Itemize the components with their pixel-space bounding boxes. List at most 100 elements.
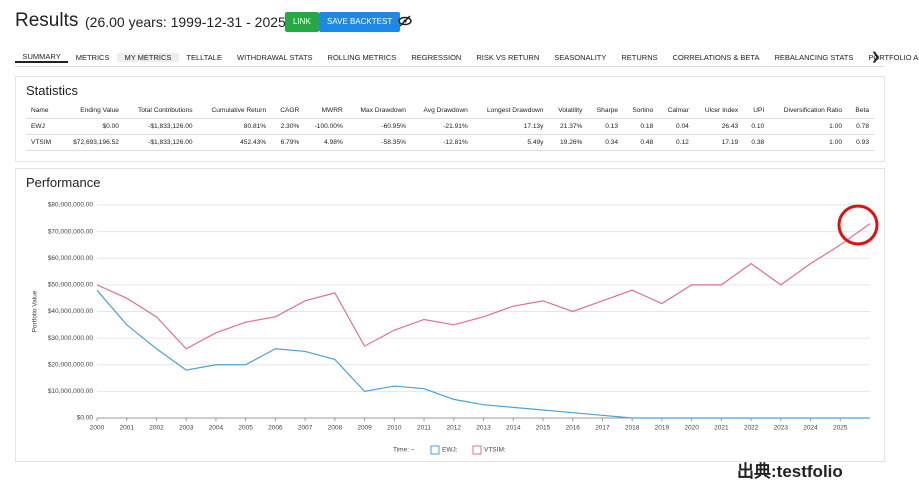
- column-header: Ending Value: [60, 103, 124, 119]
- tab[interactable]: METRICS: [75, 52, 110, 62]
- x-tick-label: 2024: [803, 425, 818, 432]
- performance-card: Performance: [15, 168, 885, 462]
- column-header: UPI: [743, 103, 770, 119]
- watermark: 出典:testfolio: [737, 462, 843, 481]
- cell: 452.43%: [197, 134, 272, 151]
- cell: 19.26%: [548, 134, 588, 151]
- y-tick-label: $30,000,000.00: [48, 335, 94, 342]
- row: VTSIM $72,693,196.52 -$1,833,126.00 452.43%…: [26, 134, 874, 151]
- cell: -$1,833,126.00: [123, 118, 198, 135]
- x-tick-label: 2014: [506, 425, 521, 432]
- column-header: Sortino: [623, 103, 659, 119]
- column-header: MWRR: [304, 103, 348, 119]
- x-tick-label: 2020: [684, 425, 699, 432]
- tab[interactable]: REBALANCING STATS: [774, 52, 854, 62]
- title: Results: [15, 10, 79, 31]
- x-tick-label: 2025: [833, 425, 848, 432]
- cell: -58.35%: [347, 134, 411, 151]
- tab[interactable]: TELLTALE: [186, 52, 222, 62]
- legend-label: EWJ:: [442, 447, 458, 454]
- x-tick-label: 2019: [655, 425, 670, 432]
- cell: -21.91%: [410, 118, 473, 135]
- y-tick-label: $10,000,000.00: [48, 388, 94, 395]
- cell: 6.79%: [271, 134, 305, 151]
- legend-label: VTSIM:: [484, 447, 506, 454]
- x-tick-label: 2003: [179, 425, 194, 432]
- tab[interactable]: RISK VS RETURN: [476, 52, 540, 62]
- cell: 0.78: [847, 118, 874, 135]
- legend-swatch: [430, 445, 440, 455]
- cell: 1.00: [769, 134, 847, 151]
- x-tick-label: 2010: [387, 425, 402, 432]
- series-line: [96, 223, 871, 350]
- cell: -100.00%: [304, 118, 348, 135]
- x-tick-label: 2016: [565, 425, 580, 432]
- tab-scroll[interactable]: ❯: [871, 51, 881, 63]
- cell: 17.13y: [472, 118, 549, 135]
- x-tick-label: 2008: [328, 425, 343, 432]
- cell: -$1,833,126.00: [123, 134, 198, 151]
- tab[interactable]: RETURNS: [621, 52, 658, 62]
- cell: 21.37%: [548, 118, 588, 135]
- cell: -12.81%: [410, 134, 473, 151]
- y-axis-label: Portfolio Value: [32, 290, 39, 332]
- y-tick-label: $0.00: [77, 415, 94, 422]
- subtitle: (26.00 years: 1999-12-31 - 2025-12-31): [85, 14, 331, 30]
- x-tick-label: 2000: [90, 425, 105, 432]
- tab[interactable]: MY METRICS: [116, 52, 179, 62]
- tab-bar: SUMMARY METRICS MY METRICS TELLTALE WITHDRAW…: [15, 48, 919, 67]
- legend-title: Time: −: [393, 447, 415, 454]
- column-header: Calmar: [658, 103, 694, 119]
- column-header: Cumulative Return: [197, 103, 272, 119]
- tab[interactable]: SUMMARY: [15, 52, 69, 63]
- y-tick-label: $50,000,000.00: [48, 282, 94, 289]
- tab[interactable]: ROLLING METRICS: [327, 52, 397, 62]
- legend-swatch: [472, 445, 482, 455]
- x-tick-label: 2022: [744, 425, 759, 432]
- column-header: Max Drawdown: [347, 103, 411, 119]
- tab[interactable]: REGRESSION: [411, 52, 462, 62]
- x-tick-label: 2009: [357, 425, 372, 432]
- cell: 0.93: [847, 134, 874, 151]
- cell: 0.18: [623, 118, 659, 135]
- cell: $0.00: [60, 118, 124, 135]
- y-tick-label: $20,000,000.00: [48, 361, 94, 368]
- column-header: Volatility: [548, 103, 588, 119]
- cell: 2.30%: [271, 118, 305, 135]
- x-tick-label: 2023: [774, 425, 789, 432]
- highlight-circle: [837, 204, 879, 246]
- tab[interactable]: CORRELATIONS & BETA: [672, 52, 760, 62]
- cell: 0.04: [658, 118, 694, 135]
- cell: 0.10: [743, 118, 770, 135]
- y-tick-label: $60,000,000.00: [48, 255, 94, 262]
- hide-icon[interactable]: [398, 15, 412, 27]
- cell: 0.48: [623, 134, 659, 151]
- cell: -60.95%: [347, 118, 411, 135]
- column-header: Sharpe: [587, 103, 624, 119]
- x-tick-label: 2011: [417, 425, 431, 432]
- tab[interactable]: PORTFOLIO ALLOCATION: [868, 52, 919, 62]
- column-header: Diversification Ratio: [769, 103, 847, 119]
- x-tick-label: 2002: [149, 425, 164, 432]
- save-button[interactable]: SAVE BACKTEST: [319, 12, 401, 32]
- column-header: Beta: [847, 103, 874, 119]
- header-row: Name Ending Value Total Contributions Cumul…: [26, 103, 874, 119]
- cell: 4.98%: [304, 134, 348, 151]
- cell: 80.81%: [197, 118, 272, 135]
- cell: 17.19: [693, 134, 744, 151]
- cell: 0.34: [587, 134, 624, 151]
- section-title: Performance: [26, 175, 101, 190]
- x-tick-label: 2006: [268, 425, 283, 432]
- tab[interactable]: SEASONALITY: [554, 52, 607, 62]
- y-tick-label: $80,000,000.00: [48, 202, 94, 209]
- y-tick-label: $70,000,000.00: [48, 228, 94, 235]
- cell: 1.00: [769, 118, 847, 135]
- link-button[interactable]: LINK: [285, 12, 319, 32]
- cell: EWJ: [26, 118, 61, 135]
- chart: $0.00 $10,000,000.00 $20,000,000.00 $30,000…: [32, 202, 879, 455]
- series-line: [96, 289, 870, 419]
- cell: 26.43: [693, 118, 744, 135]
- tab[interactable]: WITHDRAWAL STATS: [236, 52, 313, 62]
- cell: 0.12: [658, 134, 694, 151]
